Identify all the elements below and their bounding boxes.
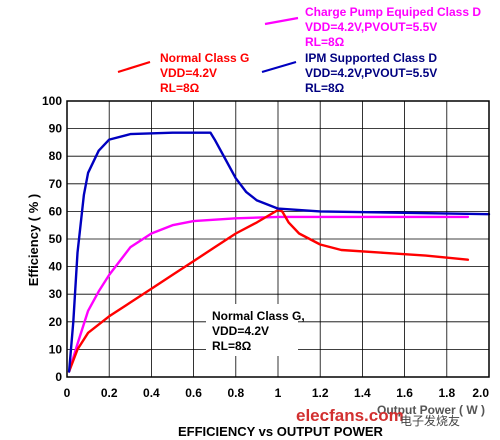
legend-label-class-g-3: RL=8Ω (160, 81, 200, 95)
x-tick-label: 2.0 (472, 386, 489, 400)
legend-label-charge-pump-1: Charge Pump Equiped Class D (305, 5, 481, 19)
y-tick-label: 60 (49, 204, 63, 218)
legend-label-charge-pump-2: VDD=4.2V,PVOUT=5.5V (305, 20, 437, 34)
legend-label-ipm-3: RL=8Ω (305, 81, 345, 95)
x-tick-label: 0.8 (227, 386, 244, 400)
legend-label-charge-pump-3: RL=8Ω (305, 35, 345, 49)
plot-frame (66, 100, 490, 378)
y-tick-labels: 0 10 20 30 40 50 60 70 80 90 100 (42, 94, 62, 384)
legend-line-charge-pump (264, 16, 299, 26)
y-tick-label: 50 (49, 232, 63, 246)
series-line-0 (67, 215, 470, 373)
legend-label-ipm-2: VDD=4.2V,PVOUT=5.5V (305, 66, 437, 80)
y-axis-label: Efficiency ( % ) (26, 194, 41, 286)
legend-label-ipm-1: IPM Supported Class D (305, 51, 437, 65)
y-tick-label: 30 (49, 287, 63, 301)
legend-line-class-g (117, 60, 151, 74)
watermark-text: elecfans.com (296, 406, 404, 425)
y-tick-label: 20 (49, 315, 63, 329)
x-tick-label: 0 (64, 386, 71, 400)
legend-label-class-g-1: Normal Class G (160, 51, 249, 65)
y-tick-label: 10 (49, 342, 63, 356)
annotation-line-1: Normal Class G, (212, 309, 305, 323)
y-tick-label: 0 (55, 370, 62, 384)
x-tick-label: 1.6 (396, 386, 413, 400)
x-axis-label: Output Power ( W ) (377, 403, 485, 417)
x-tick-label: 0.6 (185, 386, 202, 400)
x-tick-label: 0.4 (143, 386, 160, 400)
series-lines (67, 131, 491, 373)
x-tick-label: 1.8 (438, 386, 455, 400)
y-tick-label: 70 (49, 177, 63, 191)
x-tick-label: 1 (275, 386, 282, 400)
x-tick-label: 0.2 (101, 386, 118, 400)
y-tick-label: 40 (49, 260, 63, 274)
annotation-box (206, 304, 298, 356)
chart-title: EFFICIENCY vs OUTPUT POWER (178, 424, 384, 439)
legend-line-ipm (261, 60, 297, 74)
series-line-1 (67, 208, 470, 373)
watermark-cn: 电子发烧友 (400, 414, 461, 428)
y-tick-label: 80 (49, 149, 63, 163)
series-line-2 (67, 131, 491, 373)
x-tick-label: 1.4 (354, 386, 371, 400)
y-tick-label: 100 (42, 94, 62, 108)
legend-label-class-g-2: VDD=4.2V (160, 66, 217, 80)
x-tick-label: 1.2 (312, 386, 329, 400)
annotation-line-3: RL=8Ω (212, 339, 252, 353)
annotation-line-2: VDD=4.2V (212, 324, 269, 338)
x-tick-labels: 0 0.2 0.4 0.6 0.8 1 1.2 1.4 1.6 1.8 2.0 (64, 386, 490, 400)
y-tick-label: 90 (49, 122, 63, 136)
